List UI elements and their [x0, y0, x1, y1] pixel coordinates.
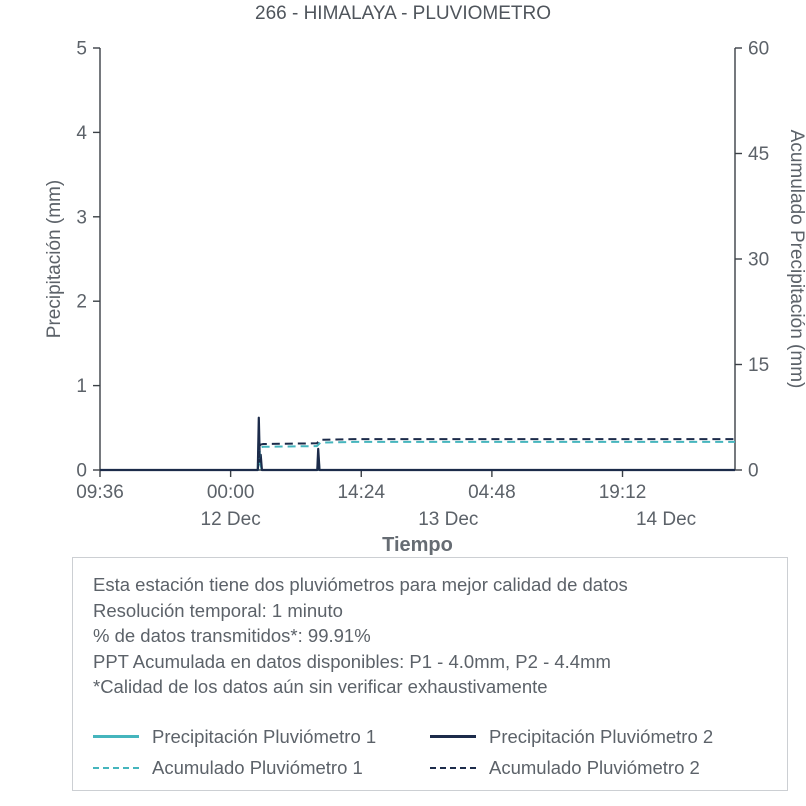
left-axis-tick-label: 4: [76, 123, 87, 144]
legend-solid-line-swatch: [430, 735, 476, 738]
legend-dashed-line-swatch: [430, 766, 476, 769]
legend-label: Precipitación Pluviómetro 2: [489, 725, 714, 747]
right-axis-tick-label: 0: [748, 461, 759, 482]
chart-title: 266 - HIMALAYA - PLUVIOMETRO: [255, 3, 551, 24]
x-axis-tick-label: 04:48: [468, 482, 516, 503]
info-line: % de datos transmitidos*: 99.91%: [93, 625, 371, 646]
legend-item: Acumulado Pluviómetro 2: [430, 757, 767, 779]
left-axis-tick-label: 0: [76, 461, 87, 482]
legend-item: Precipitación Pluviómetro 2: [430, 726, 767, 748]
left-axis-title: Precipitación (mm): [44, 180, 65, 338]
legend-label: Acumulado Pluviómetro 2: [489, 756, 700, 778]
x-axis-date-label: 12 Dec: [201, 509, 261, 530]
station-info-box: Esta estación tiene dos pluviómetros par…: [72, 557, 788, 791]
info-line: *Calidad de los datos aún sin verificar …: [93, 676, 548, 697]
left-axis-tick-label: 3: [76, 207, 87, 228]
info-line: Esta estación tiene dos pluviómetros par…: [93, 574, 628, 595]
info-line: PPT Acumulada en datos disponibles: P1 -…: [93, 650, 611, 672]
right-axis-title: Acumulado Precipitación (mm): [786, 130, 806, 389]
legend-dashed-line-swatch: [93, 766, 139, 769]
x-axis-title: Tiempo: [382, 534, 453, 556]
legend-label: Precipitación Pluviómetro 1: [152, 725, 377, 747]
right-axis-tick-label: 45: [748, 144, 769, 165]
series-line-2-solid: [100, 416, 735, 472]
series-line-1-solid: [100, 426, 735, 471]
x-axis-tick-label: 09:36: [76, 482, 124, 503]
left-axis-tick-label: 2: [76, 292, 87, 313]
series-line-3-dashed: [100, 440, 735, 471]
right-axis-tick-label: 30: [748, 250, 769, 271]
right-axis-tick-label: 60: [748, 39, 769, 60]
station-info-lines: Esta estación tiene dos pluviómetros par…: [93, 572, 767, 700]
chart-legend: Precipitación Pluviómetro 1 Precipitación…: [93, 726, 767, 779]
left-axis-tick-label: 1: [76, 376, 87, 397]
right-axis-tick-label: 15: [748, 355, 769, 376]
legend-label: Acumulado Pluviómetro 1: [152, 756, 363, 778]
x-axis-tick-label: 14:24: [337, 482, 385, 503]
x-axis-tick-label: 19:12: [599, 482, 647, 503]
legend-item: Precipitación Pluviómetro 1: [93, 726, 430, 748]
x-axis-date-label: 13 Dec: [418, 509, 478, 530]
x-axis-tick-label: 00:00: [207, 482, 255, 503]
info-line: Resolución temporal: 1 minuto: [93, 599, 343, 621]
left-axis-tick-label: 5: [76, 39, 87, 60]
legend-item: Acumulado Pluviómetro 1: [93, 757, 430, 779]
x-axis-date-label: 14 Dec: [636, 509, 696, 530]
series-line-4-dashed: [100, 438, 735, 471]
legend-solid-line-swatch: [93, 735, 139, 738]
